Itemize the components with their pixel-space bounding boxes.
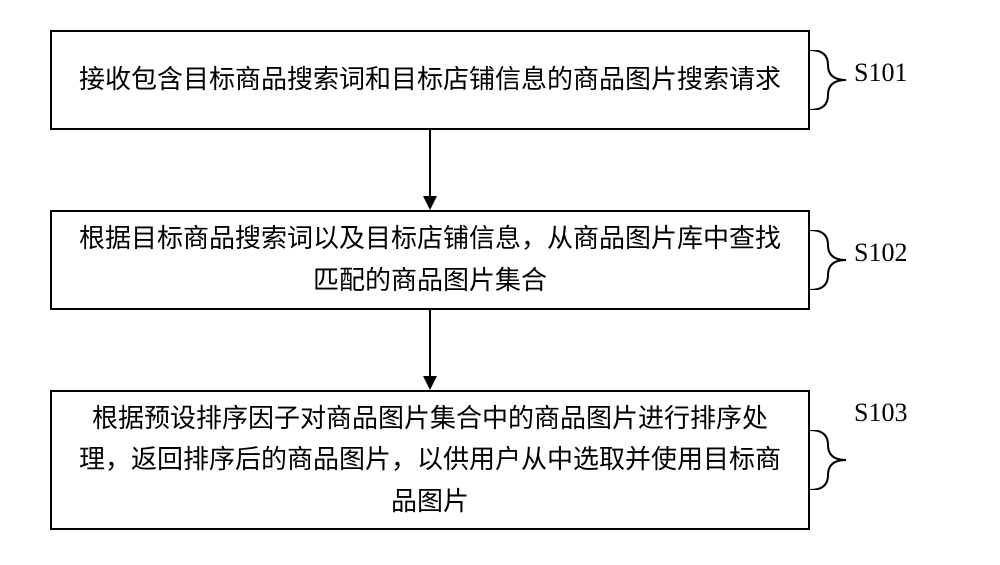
step-label-s101: S101	[854, 58, 907, 88]
label-text: S102	[854, 238, 907, 267]
step-text: 接收包含目标商品搜索词和目标店铺信息的商品图片搜索请求	[79, 59, 781, 101]
flowchart-canvas: 接收包含目标商品搜索词和目标店铺信息的商品图片搜索请求 S101 根据目标商品搜…	[0, 0, 1000, 565]
label-text: S101	[854, 58, 907, 87]
arrow-s101-s102	[420, 130, 440, 210]
label-text: S103	[854, 398, 907, 427]
brace-s103	[810, 430, 846, 490]
step-text: 根据预设排序因子对商品图片集合中的商品图片进行排序处理，返回排序后的商品图片，以…	[72, 398, 788, 523]
brace-s102	[810, 230, 846, 290]
brace-s101	[810, 50, 846, 110]
step-text: 根据目标商品搜索词以及目标店铺信息，从商品图片库中查找匹配的商品图片集合	[72, 218, 788, 301]
step-box-s102: 根据目标商品搜索词以及目标店铺信息，从商品图片库中查找匹配的商品图片集合	[50, 210, 810, 310]
step-label-s103: S103	[854, 398, 907, 428]
step-label-s102: S102	[854, 238, 907, 268]
arrow-s102-s103	[420, 310, 440, 390]
step-box-s101: 接收包含目标商品搜索词和目标店铺信息的商品图片搜索请求	[50, 30, 810, 130]
step-box-s103: 根据预设排序因子对商品图片集合中的商品图片进行排序处理，返回排序后的商品图片，以…	[50, 390, 810, 530]
